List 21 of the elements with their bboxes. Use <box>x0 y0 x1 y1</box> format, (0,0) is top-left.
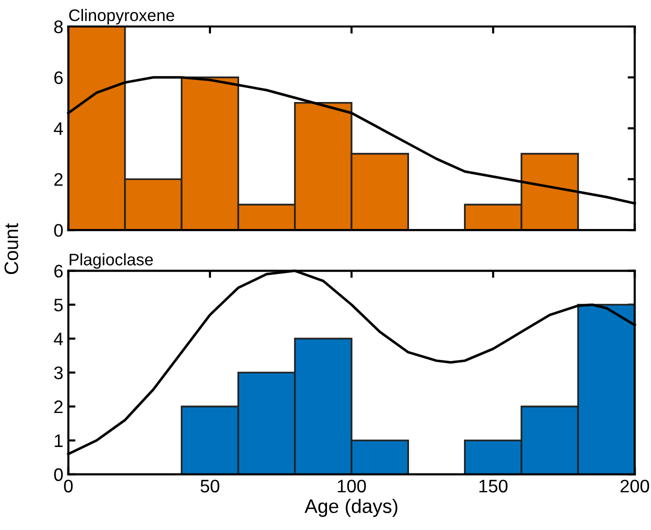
x-tick-label: 200 <box>620 480 650 492</box>
y-tick-label: 6 <box>54 264 63 278</box>
chart-title: Plagioclase <box>70 253 153 269</box>
y-axis-title: Count <box>4 223 18 274</box>
chart-title: Clinopyroxene <box>69 8 174 24</box>
y-tick-label: 4 <box>54 332 63 346</box>
x-tick-label: 150 <box>479 480 508 492</box>
y-tick-label: 2 <box>54 173 63 186</box>
x-tick-label: 100 <box>338 480 366 492</box>
y-tick-label: 2 <box>54 400 63 414</box>
x-tick-label: 50 <box>200 480 220 492</box>
y-tick-label: 5 <box>54 298 63 312</box>
y-tick-label: 0 <box>54 224 63 237</box>
y-tick-label: 0 <box>54 468 63 482</box>
y-tick-label: 6 <box>54 71 63 84</box>
y-tick-label: 4 <box>54 122 63 135</box>
y-tick-label: 1 <box>54 434 63 447</box>
y-tick-label: 8 <box>54 20 63 34</box>
x-tick-label: 0 <box>64 480 73 492</box>
x-axis-title: Age (days) <box>304 498 398 517</box>
y-tick-label: 3 <box>54 366 63 380</box>
